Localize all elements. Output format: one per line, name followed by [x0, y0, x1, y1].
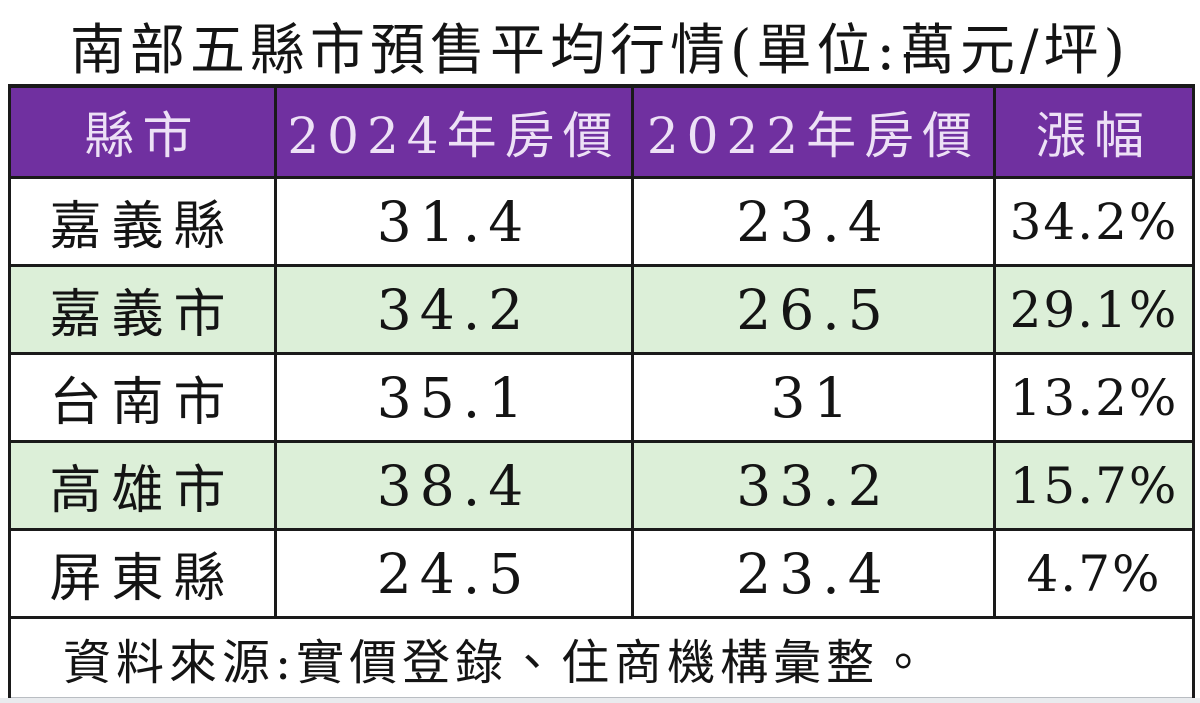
price-2024-cell: 35.1	[274, 352, 634, 443]
header-price-2024: 2024年房價	[274, 84, 634, 179]
source-row: 資料來源:實價登錄、住商機構彙整。	[8, 616, 1195, 699]
table-row: 屏東縣 24.5 23.4 4.7%	[8, 528, 1195, 619]
price-2024-cell: 31.4	[274, 176, 634, 267]
header-row: 縣市 2024年房價 2022年房價 漲幅	[8, 84, 1195, 179]
header-price-2022: 2022年房價	[631, 84, 996, 179]
change-cell: 13.2%	[993, 352, 1195, 443]
data-source-note: 資料來源:實價登錄、住商機構彙整。	[8, 616, 1195, 699]
table-row: 嘉義縣 31.4 23.4 34.2%	[8, 176, 1195, 267]
change-cell: 15.7%	[993, 440, 1195, 531]
price-2022-cell: 23.4	[631, 176, 996, 267]
table-header: 縣市 2024年房價 2022年房價 漲幅	[8, 84, 1195, 179]
table-footer: 資料來源:實價登錄、住商機構彙整。	[8, 616, 1195, 699]
table-row: 高雄市 38.4 33.2 15.7%	[8, 440, 1195, 531]
header-change: 漲幅	[993, 84, 1195, 179]
table-row: 台南市 35.1 31 13.2%	[8, 352, 1195, 443]
header-county: 縣市	[8, 84, 277, 179]
table-body: 嘉義縣 31.4 23.4 34.2% 嘉義市 34.2 26.5 29.1% …	[8, 176, 1195, 619]
table-row: 嘉義市 34.2 26.5 29.1%	[8, 264, 1195, 355]
price-table: 縣市 2024年房價 2022年房價 漲幅 嘉義縣 31.4 23.4 34.2…	[8, 84, 1195, 699]
price-2022-cell: 23.4	[631, 528, 996, 619]
change-cell: 34.2%	[993, 176, 1195, 267]
price-2022-cell: 31	[631, 352, 996, 443]
county-cell: 台南市	[8, 352, 277, 443]
county-cell: 嘉義縣	[8, 176, 277, 267]
price-2024-cell: 34.2	[274, 264, 634, 355]
price-2022-cell: 26.5	[631, 264, 996, 355]
price-2022-cell: 33.2	[631, 440, 996, 531]
page-title: 南部五縣市預售平均行情(單位:萬元/坪)	[70, 18, 1130, 82]
price-2024-cell: 24.5	[274, 528, 634, 619]
change-cell: 4.7%	[993, 528, 1195, 619]
price-2024-cell: 38.4	[274, 440, 634, 531]
county-cell: 嘉義市	[8, 264, 277, 355]
county-cell: 高雄市	[8, 440, 277, 531]
county-cell: 屏東縣	[8, 528, 277, 619]
change-cell: 29.1%	[993, 264, 1195, 355]
